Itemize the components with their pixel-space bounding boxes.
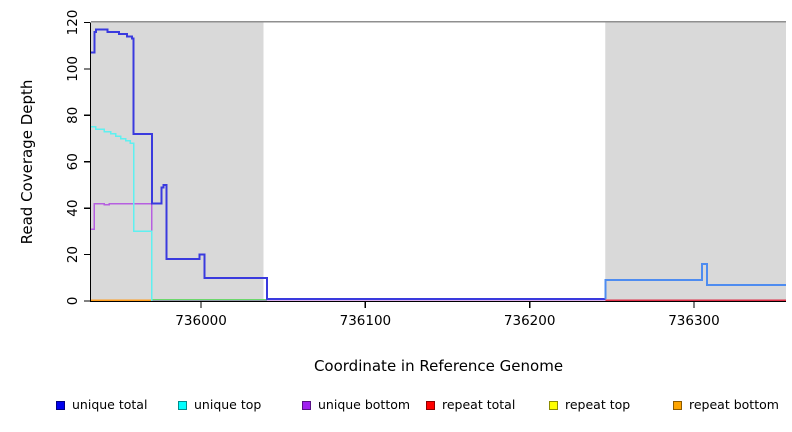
y-tick-label: 100 [65,56,81,82]
unique-total-line [604,262,786,300]
x-tick-label: 736300 [668,313,720,329]
y-tick-label: 60 [65,153,81,170]
y-axis-title: Read Coverage Depth [18,79,36,245]
x-tick-label: 736000 [175,313,227,329]
unique-top-line [91,126,153,301]
unique-total-line [91,28,606,301]
x-tick-label: 736100 [340,313,392,329]
shaded-region [605,22,786,301]
x-tick-label: 736200 [504,313,556,329]
shaded-region [91,22,264,301]
y-tick-label: 0 [65,297,81,306]
y-tick-label: 80 [65,107,81,124]
x-axis-title: Coordinate in Reference Genome [313,357,564,375]
y-tick-label: 40 [65,200,81,217]
y-tick-label: 20 [65,246,81,263]
y-tick-label: 120 [65,10,81,36]
